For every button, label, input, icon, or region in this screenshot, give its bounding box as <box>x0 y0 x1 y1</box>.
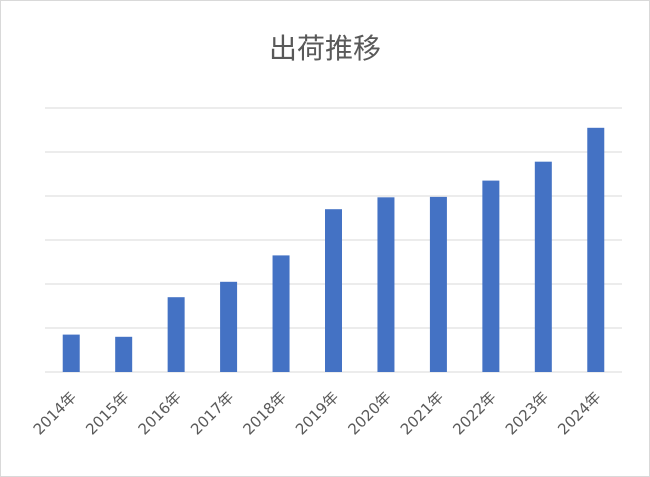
x-axis-tick-labels: 2014年 2015年 2016年 2017年 2018年 2019年 2020年 2021年… <box>30 388 605 438</box>
bar <box>115 336 133 372</box>
bar <box>62 334 80 372</box>
bar <box>325 209 342 372</box>
bar <box>377 197 395 372</box>
bar-series <box>62 127 605 372</box>
bar <box>534 161 552 372</box>
bar <box>587 127 605 372</box>
x-tick-label: 2022年 <box>449 388 499 438</box>
bar <box>482 180 500 372</box>
x-tick-label: 2017年 <box>187 388 237 438</box>
x-tick-label: 2021年 <box>397 388 447 438</box>
gridlines <box>45 107 622 373</box>
x-tick-label: 2023年 <box>502 388 552 438</box>
x-tick-label: 2024年 <box>554 388 604 438</box>
x-tick-label: 2015年 <box>82 388 132 438</box>
x-tick-label: 2019年 <box>292 388 342 438</box>
x-tick-label: 2016年 <box>135 388 185 438</box>
bar <box>167 297 185 372</box>
bar <box>272 255 290 372</box>
bar <box>220 281 238 372</box>
chart-title: 出荷推移 <box>269 32 381 65</box>
x-tick-label: 2018年 <box>240 388 290 438</box>
bar <box>429 196 447 372</box>
x-tick-label: 2014年 <box>30 388 80 438</box>
x-tick-label: 2020年 <box>344 388 394 438</box>
